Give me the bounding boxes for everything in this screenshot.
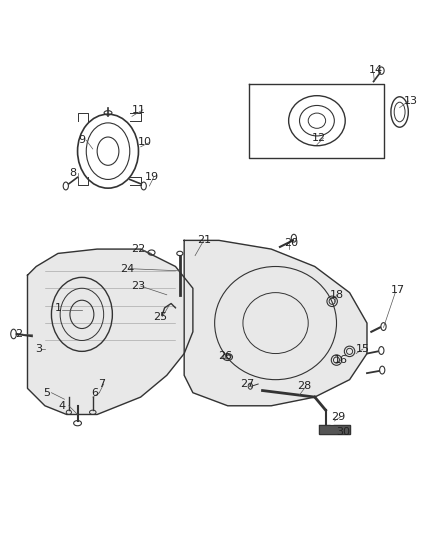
Text: 14: 14 (369, 65, 383, 75)
Text: 29: 29 (332, 411, 346, 422)
Text: 27: 27 (240, 379, 254, 389)
Ellipse shape (330, 420, 334, 424)
Text: 5: 5 (44, 387, 50, 398)
Text: 4: 4 (59, 401, 66, 411)
Text: 2: 2 (15, 329, 22, 339)
Text: 28: 28 (297, 381, 311, 391)
Polygon shape (319, 425, 350, 434)
Text: 22: 22 (131, 244, 145, 254)
Text: 1: 1 (54, 303, 61, 313)
Text: 10: 10 (138, 138, 152, 148)
Text: 12: 12 (312, 133, 326, 143)
Text: 9: 9 (78, 135, 85, 146)
Text: 18: 18 (329, 290, 343, 300)
Text: 19: 19 (145, 172, 159, 182)
Text: 13: 13 (403, 96, 417, 106)
Text: 6: 6 (92, 387, 99, 398)
Polygon shape (184, 240, 367, 406)
Text: 15: 15 (356, 344, 370, 354)
Polygon shape (28, 249, 193, 415)
Text: 25: 25 (153, 312, 167, 321)
Text: 23: 23 (131, 281, 145, 291)
Text: 8: 8 (70, 168, 77, 178)
Text: 20: 20 (284, 238, 298, 247)
Text: 16: 16 (334, 355, 348, 365)
Text: 21: 21 (197, 236, 211, 245)
Text: 24: 24 (120, 264, 135, 273)
Text: 17: 17 (390, 286, 405, 295)
Text: 26: 26 (219, 351, 233, 361)
Text: 11: 11 (131, 105, 145, 115)
Text: 30: 30 (336, 427, 350, 437)
Text: 7: 7 (98, 379, 105, 389)
Text: 3: 3 (35, 344, 42, 354)
